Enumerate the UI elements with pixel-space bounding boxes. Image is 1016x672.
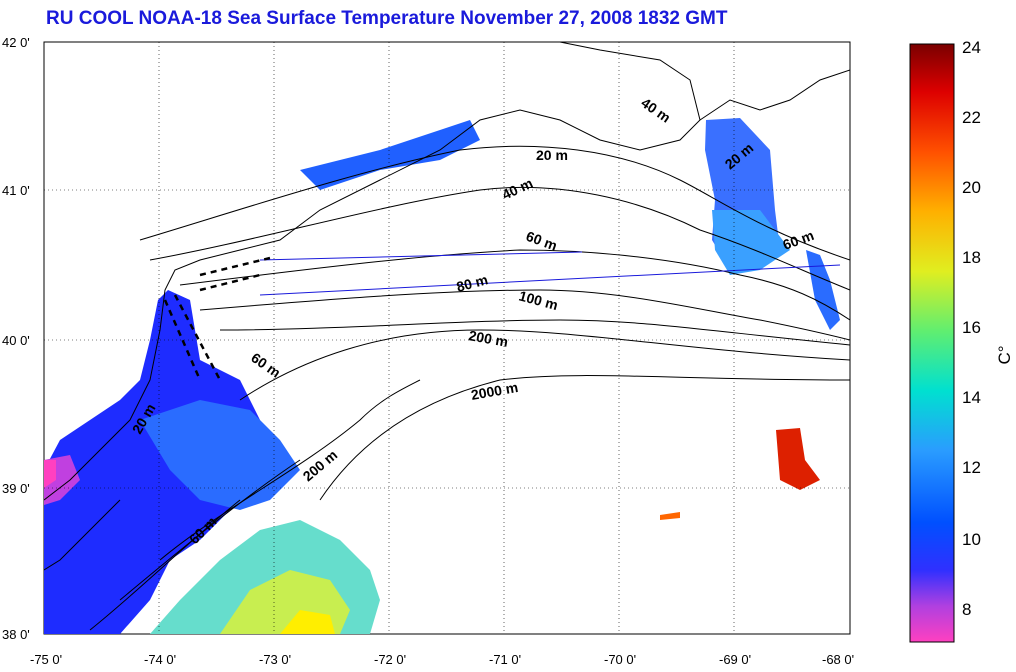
colorbar-tick-label: 16 (962, 318, 981, 337)
contour-label-200m: 200 m (467, 327, 509, 350)
coastline (44, 42, 850, 571)
sst-patch-orange-spot (660, 512, 680, 520)
longitude-ticks: -75 0' -74 0' -73 0' -72 0' -71 0' -70 0… (30, 652, 854, 667)
colorbar-tick-label: 24 (962, 38, 981, 57)
lon-tick-label: -73 0' (259, 652, 291, 667)
latitude-ticks: 42 0' 41 0' 40 0' 39 0' 38 0' (2, 35, 30, 642)
lon-tick-label: -68 0' (822, 652, 854, 667)
colorbar-unit-label: C° (995, 345, 1014, 364)
colorbar-tick-label: 12 (962, 458, 981, 477)
lon-tick-label: -72 0' (374, 652, 406, 667)
sst-patch-lightblue-capecod (712, 210, 790, 275)
lon-tick-label: -74 0' (144, 652, 176, 667)
sst-patch-blue-shelf (140, 400, 300, 510)
shipping-lanes (163, 256, 271, 381)
colorbar-tick-label: 22 (962, 108, 981, 127)
lon-tick-label: -71 0' (489, 652, 521, 667)
sst-patch-blue-coastal (44, 290, 260, 634)
lat-tick-label: 42 0' (2, 35, 30, 50)
colorbar: 24 22 20 18 16 14 12 10 8 C° (909, 38, 1014, 643)
sst-data-layer (44, 118, 840, 634)
sst-patch-blue-east (806, 250, 840, 330)
colorbar-tick-label: 20 (962, 178, 981, 197)
colorbar-tick-label: 14 (962, 388, 981, 407)
lat-tick-label: 39 0' (2, 481, 30, 496)
map-title: RU COOL NOAA-18 Sea Surface Temperature … (46, 8, 728, 29)
colorbar-ticks: 24 22 20 18 16 14 12 10 8 (962, 38, 981, 619)
lon-tick-label: -69 0' (719, 652, 751, 667)
colorbar-tick-label: 10 (962, 530, 981, 549)
sst-patch-magenta-coast (44, 460, 56, 488)
sst-patch-red-warm-eddy (776, 428, 820, 490)
lat-tick-label: 41 0' (2, 183, 30, 198)
lat-tick-label: 40 0' (2, 333, 30, 348)
contour-label-80m: 80 m (455, 271, 490, 295)
bathymetry-contours (89, 145, 850, 631)
sst-patch-yellow-offshore (280, 610, 335, 634)
transect-lines (259, 251, 841, 296)
lon-tick-label: -75 0' (30, 652, 62, 667)
colorbar-gradient (909, 43, 955, 643)
gridlines (44, 42, 850, 634)
lat-tick-label: 38 0' (2, 627, 30, 642)
lon-tick-label: -70 0' (604, 652, 636, 667)
sst-patch-blue-lisound (300, 120, 480, 190)
colorbar-tick-label: 18 (962, 248, 981, 267)
contour-label-20m: 20 m (536, 147, 568, 163)
colorbar-tick-label: 8 (962, 600, 971, 619)
